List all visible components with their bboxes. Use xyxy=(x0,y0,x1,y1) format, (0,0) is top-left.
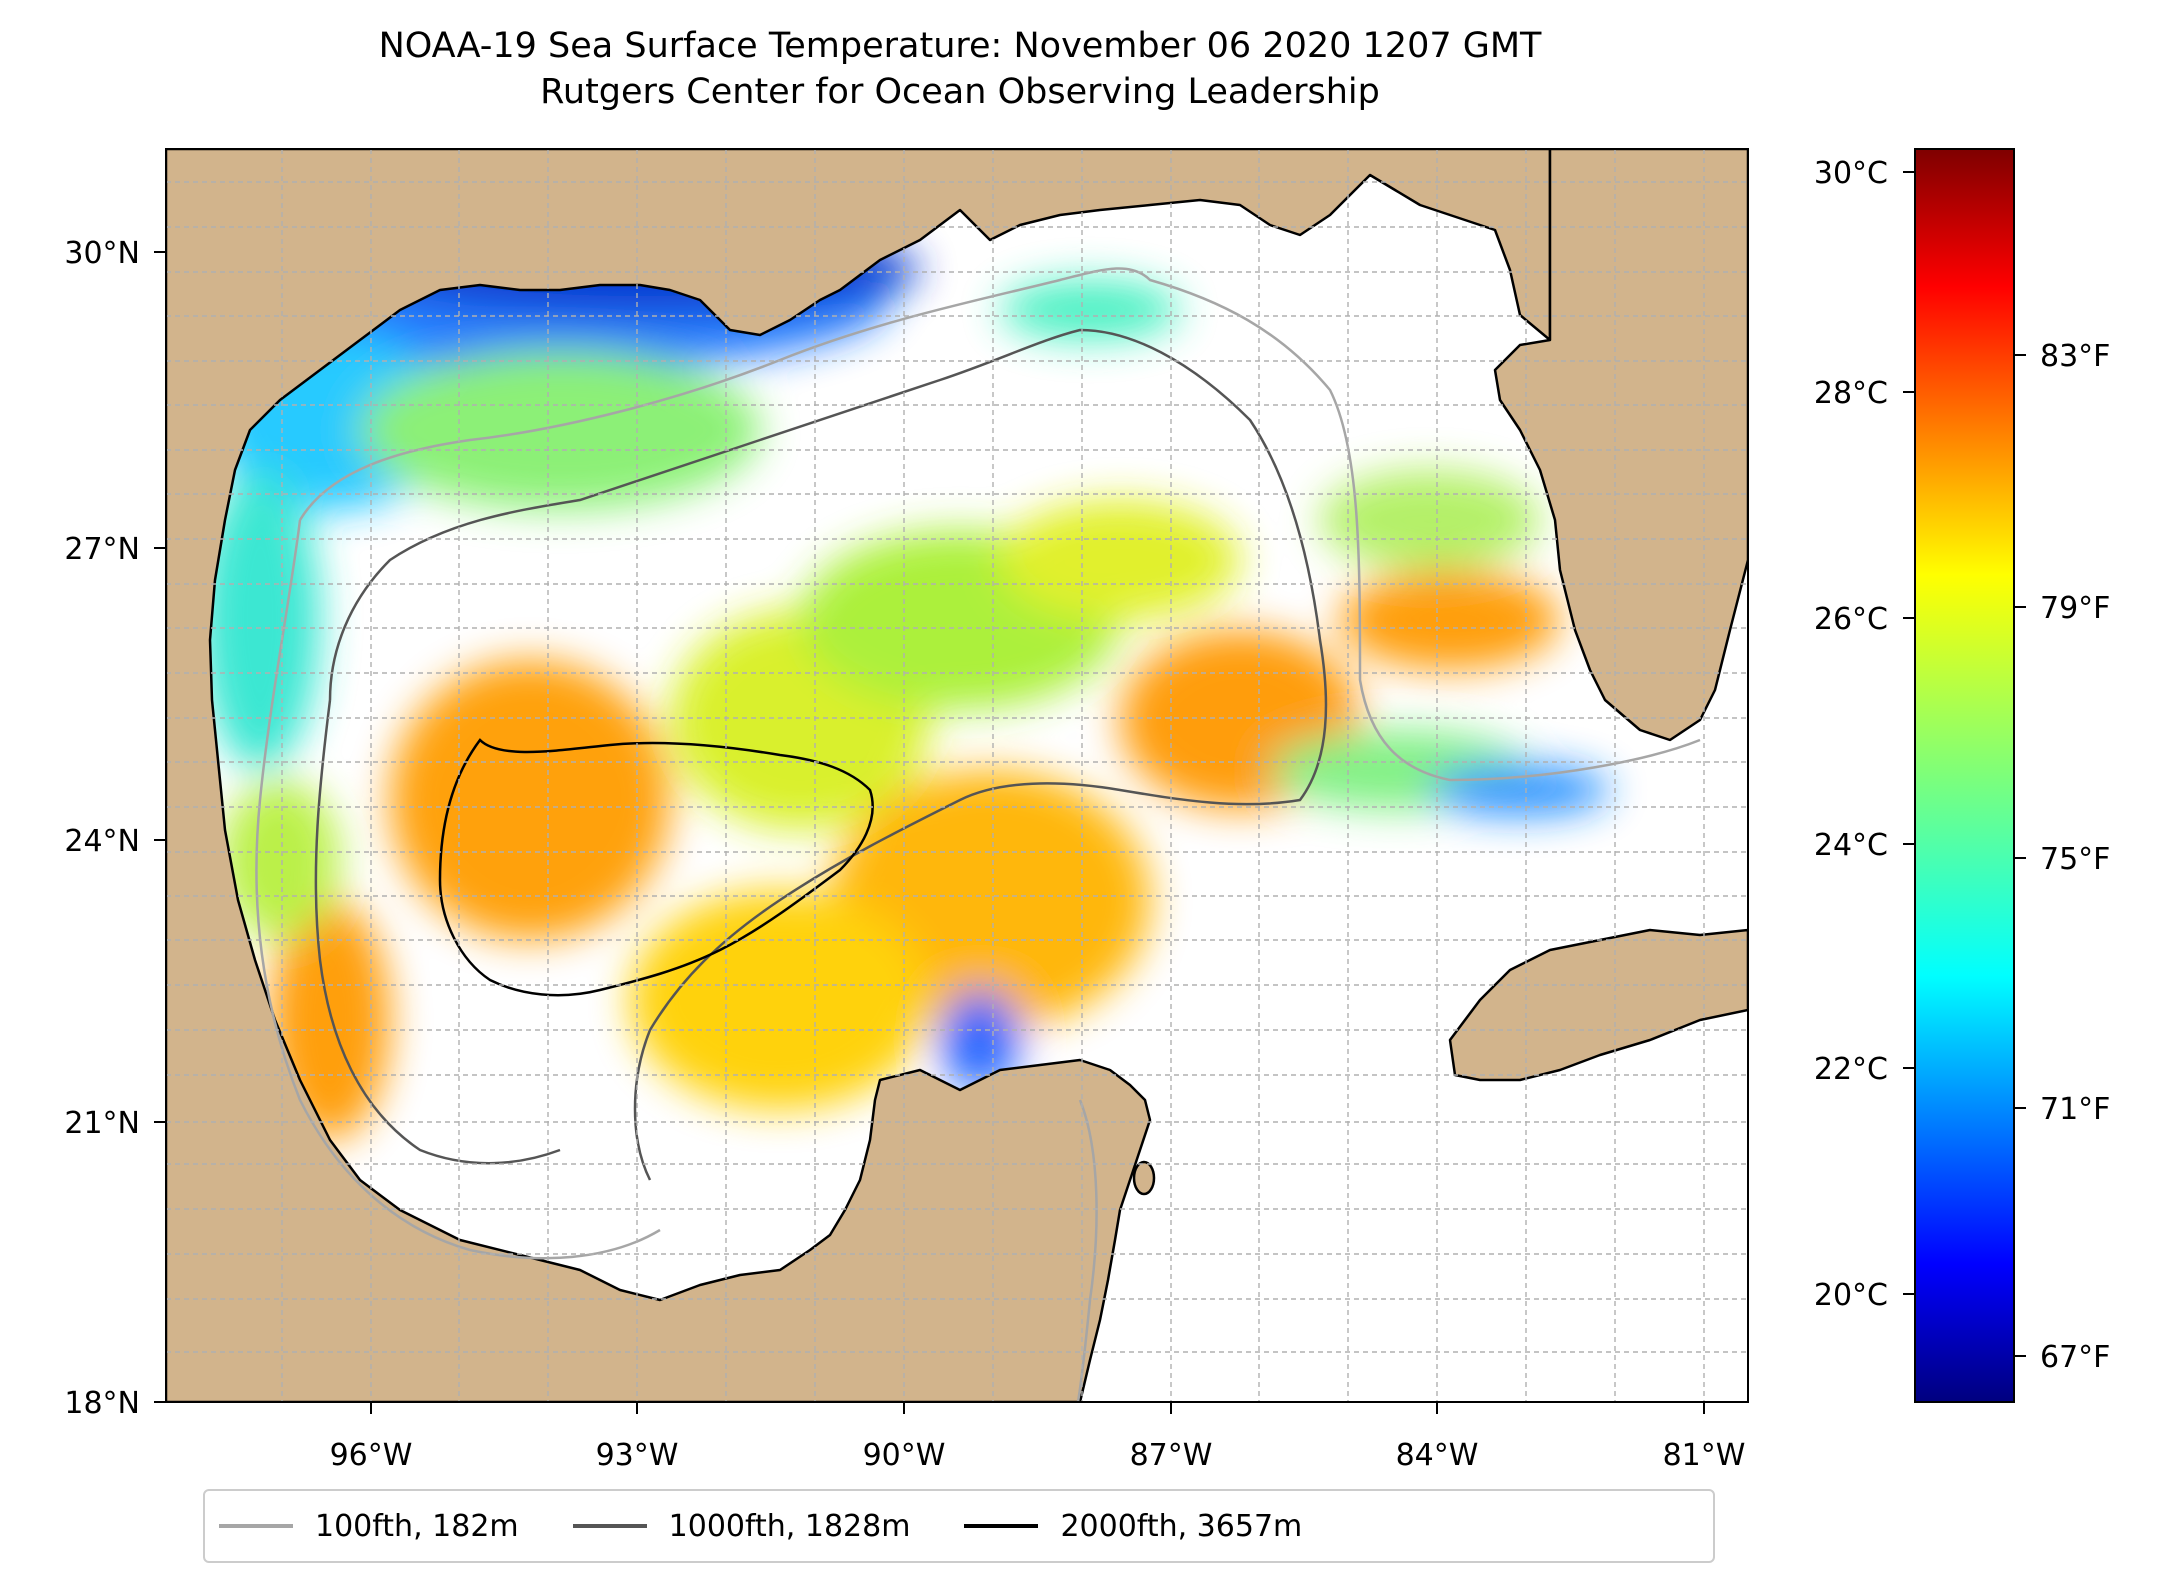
title-line-1: NOAA-19 Sea Surface Temperature: Novembe… xyxy=(378,26,1542,66)
legend-item-2000fth: 2000fth, 3657m xyxy=(964,1509,1302,1544)
colorbar-celsius-ticks xyxy=(1903,171,1915,1295)
colorbar-fahrenheit-labels: 83°F 79°F 75°F 71°F 67°F xyxy=(2040,339,2110,1375)
fahrenheit-label: 67°F xyxy=(2040,1340,2110,1375)
land-north-america xyxy=(166,149,1552,1402)
celsius-label: 30°C xyxy=(1814,156,1888,191)
lat-tick-label: 24°N xyxy=(64,824,140,859)
colorbar-celsius-labels: 30°C 28°C 26°C 24°C 22°C 20°C xyxy=(1814,156,1888,1313)
contour-2000fth xyxy=(438,738,874,997)
legend-item-100fth: 100fth, 182m xyxy=(219,1509,519,1544)
legend-label-100fth: 100fth, 182m xyxy=(315,1508,519,1544)
fahrenheit-label: 79°F xyxy=(2040,591,2110,626)
celsius-label: 20°C xyxy=(1814,1278,1888,1313)
colorbar xyxy=(1914,148,2015,1403)
land-cozumel xyxy=(1132,1160,1156,1196)
map-frame xyxy=(165,148,1749,1403)
lon-tick-label: 90°W xyxy=(863,1438,946,1473)
legend-swatch-2000fth xyxy=(964,1524,1039,1528)
colorbar-fahrenheit-ticks xyxy=(2014,354,2026,1357)
legend-swatch-100fth xyxy=(219,1524,293,1528)
lat-tick-label: 21°N xyxy=(64,1106,140,1141)
land-cuba xyxy=(1448,928,1748,1082)
contour-legend: 100fth, 182m 1000fth, 1828m 2000fth, 365… xyxy=(203,1489,1715,1563)
legend-label-1000fth: 1000fth, 1828m xyxy=(668,1508,911,1544)
land-florida xyxy=(1493,149,1748,742)
fahrenheit-label: 71°F xyxy=(2040,1092,2110,1127)
lon-tick-label: 87°W xyxy=(1130,1438,1213,1473)
title-line-2: Rutgers Center for Ocean Observing Leade… xyxy=(540,72,1380,112)
fahrenheit-label: 75°F xyxy=(2040,842,2110,877)
lat-tick-label: 18°N xyxy=(64,1386,140,1421)
contour-100fth xyxy=(255,267,1701,1402)
celsius-label: 24°C xyxy=(1814,828,1888,863)
lat-tick-label: 27°N xyxy=(64,532,140,567)
lon-tick-label: 93°W xyxy=(596,1438,679,1473)
lon-tick-labels: 96°W 93°W 90°W 87°W 84°W 81°W xyxy=(330,1438,1746,1473)
legend-label-2000fth: 2000fth, 3657m xyxy=(1060,1508,1303,1544)
celsius-label: 28°C xyxy=(1814,376,1888,411)
lon-tick-label: 96°W xyxy=(330,1438,413,1473)
contour-1000fth xyxy=(314,328,1328,1181)
lat-tick-label: 30°N xyxy=(64,236,140,271)
lon-tick-label: 81°W xyxy=(1663,1438,1746,1473)
fahrenheit-label: 83°F xyxy=(2040,339,2110,374)
legend-swatch-1000fth xyxy=(572,1524,647,1528)
celsius-label: 26°C xyxy=(1814,602,1888,637)
lat-tick-labels: 18°N 21°N 24°N 27°N 30°N xyxy=(64,236,140,1421)
lon-tick-label: 84°W xyxy=(1396,1438,1479,1473)
legend-item-1000fth: 1000fth, 1828m xyxy=(572,1508,911,1544)
axis-ticks xyxy=(154,251,1705,1414)
land-layer xyxy=(166,149,1748,1402)
celsius-label: 22°C xyxy=(1814,1052,1888,1087)
